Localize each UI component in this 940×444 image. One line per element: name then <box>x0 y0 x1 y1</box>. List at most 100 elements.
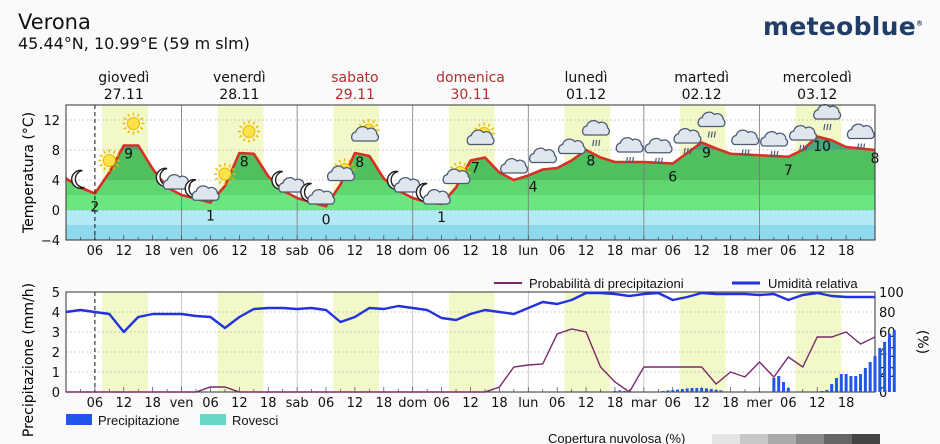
temp-xtick-label: 12 <box>462 244 479 259</box>
cloud-rain-icon <box>644 137 673 164</box>
day-date: 28.11 <box>219 87 259 103</box>
precipitation-bar <box>834 378 838 392</box>
precipitation-bar <box>854 376 858 392</box>
precipitation-bar <box>873 356 877 392</box>
moon-cloud-icon <box>415 182 451 205</box>
cloud-rain-icon <box>697 111 726 138</box>
cloud-shape <box>697 111 726 128</box>
precipitation-bar <box>830 384 834 392</box>
temp-ytick-label: −4 <box>41 234 60 249</box>
temp-xtick-label: 06 <box>202 244 219 259</box>
temp-xtick-label: 06 <box>87 244 104 259</box>
precipitation-bar <box>671 390 675 392</box>
precip-daylight <box>795 292 842 392</box>
precip-xtick-label: sab <box>286 396 309 411</box>
precip-xtick-label: 18 <box>260 396 277 411</box>
temp-xtick-label: 12 <box>231 244 248 259</box>
rain-drop <box>770 150 773 158</box>
rain-drop <box>713 131 716 138</box>
temp-xtick-label: 18 <box>260 244 277 259</box>
percent-ytick-label: 80 <box>879 306 896 321</box>
precip-daylight <box>217 292 264 392</box>
precip-xtick-label: 06 <box>549 396 566 411</box>
percent-ytick-label: 100 <box>879 286 904 301</box>
rain-drop <box>805 144 808 152</box>
cloud-rain-icon <box>760 131 789 158</box>
cloud-shape <box>500 158 529 174</box>
temp-axes-frame <box>65 104 876 241</box>
precip-ytick-label: 5 <box>52 286 60 301</box>
sun-disc <box>242 125 256 138</box>
sun-ray <box>99 154 103 158</box>
precipitation-bar <box>704 388 708 392</box>
sun-ray <box>123 117 127 121</box>
percent-ytick-label: 0 <box>879 386 887 401</box>
temp-ytick-label: 4 <box>52 174 60 189</box>
sun-cloud-icon <box>466 122 496 146</box>
temp-xtick-label: 06 <box>549 244 566 259</box>
cloud-rain-icon <box>846 123 875 150</box>
precipitation-bar <box>777 376 781 392</box>
sun-ray <box>115 154 120 158</box>
precip-xtick-label: lun <box>518 396 538 411</box>
rain-drop <box>710 131 713 138</box>
temp-xtick-label: mar <box>631 244 658 259</box>
cloud-rain-icon <box>673 128 702 155</box>
precip-xtick-label: 18 <box>491 396 508 411</box>
day-name: martedì <box>674 70 729 86</box>
cloud-cover-swatch <box>852 434 880 444</box>
precip-daylight <box>679 292 726 392</box>
sun-ray <box>252 121 256 125</box>
day-name: venerdì <box>213 70 266 86</box>
precipitation-bar <box>618 390 622 392</box>
logo-text: meteoblue <box>763 12 917 41</box>
precipitation-bar <box>844 374 848 392</box>
sun-ray <box>231 167 235 171</box>
precip-xtick-label: 12 <box>231 396 248 411</box>
cloud-icon <box>500 158 529 174</box>
meteoblue-logo[interactable]: meteoblue® <box>763 12 924 41</box>
sun-ray <box>255 125 259 129</box>
rain-drop <box>689 147 692 155</box>
precip-ytick-label: 0 <box>52 386 60 401</box>
moon-icon <box>71 169 85 189</box>
cloud-icon <box>557 138 586 155</box>
sun-ray <box>347 159 351 163</box>
precip-xtick-label: 18 <box>144 396 161 411</box>
precipitation-bar <box>820 391 824 392</box>
sun-ray <box>338 159 342 163</box>
precipitation-bar <box>839 374 843 392</box>
temp-ytick-label: 8 <box>52 144 60 159</box>
cloud-shape <box>673 128 702 144</box>
sun-ray <box>231 177 235 181</box>
legend-humidity-label: Umidità relativa <box>768 276 858 291</box>
rain-drop <box>707 131 710 138</box>
cloud-shape <box>351 126 380 142</box>
cloud-shape <box>731 129 760 146</box>
precip-xtick-label: ven <box>170 396 194 411</box>
rain-drop <box>773 150 776 158</box>
precip-xtick-label: 06 <box>664 396 681 411</box>
cloud-cover-swatch <box>712 434 740 444</box>
precip-xtick-label: 06 <box>433 396 450 411</box>
rain-drop <box>823 123 826 131</box>
precip-xtick-label: 12 <box>347 396 364 411</box>
cloud-rain-icon <box>581 120 610 147</box>
sun-ray <box>215 167 219 171</box>
humidity-line <box>65 291 875 334</box>
temp-xtick-label: sab <box>286 244 309 259</box>
precip-xtick-label: 12 <box>809 396 826 411</box>
precip-axis-title: Precipitazione (mm/h) <box>21 283 37 437</box>
precip-xtick-label: 12 <box>693 396 710 411</box>
sun-disc <box>126 117 140 130</box>
rain-drop <box>741 149 744 156</box>
sun-ray <box>255 134 259 138</box>
cloud-shape <box>846 123 875 140</box>
precip-ytick-label: 4 <box>52 306 60 321</box>
sun-ray <box>139 117 144 121</box>
day-name: lunedì <box>565 70 608 86</box>
sun-icon <box>98 149 121 172</box>
legend-precipitation-label: Precipitazione <box>98 413 180 428</box>
sun-ray <box>136 113 140 117</box>
precip-xtick-label: 12 <box>116 396 133 411</box>
